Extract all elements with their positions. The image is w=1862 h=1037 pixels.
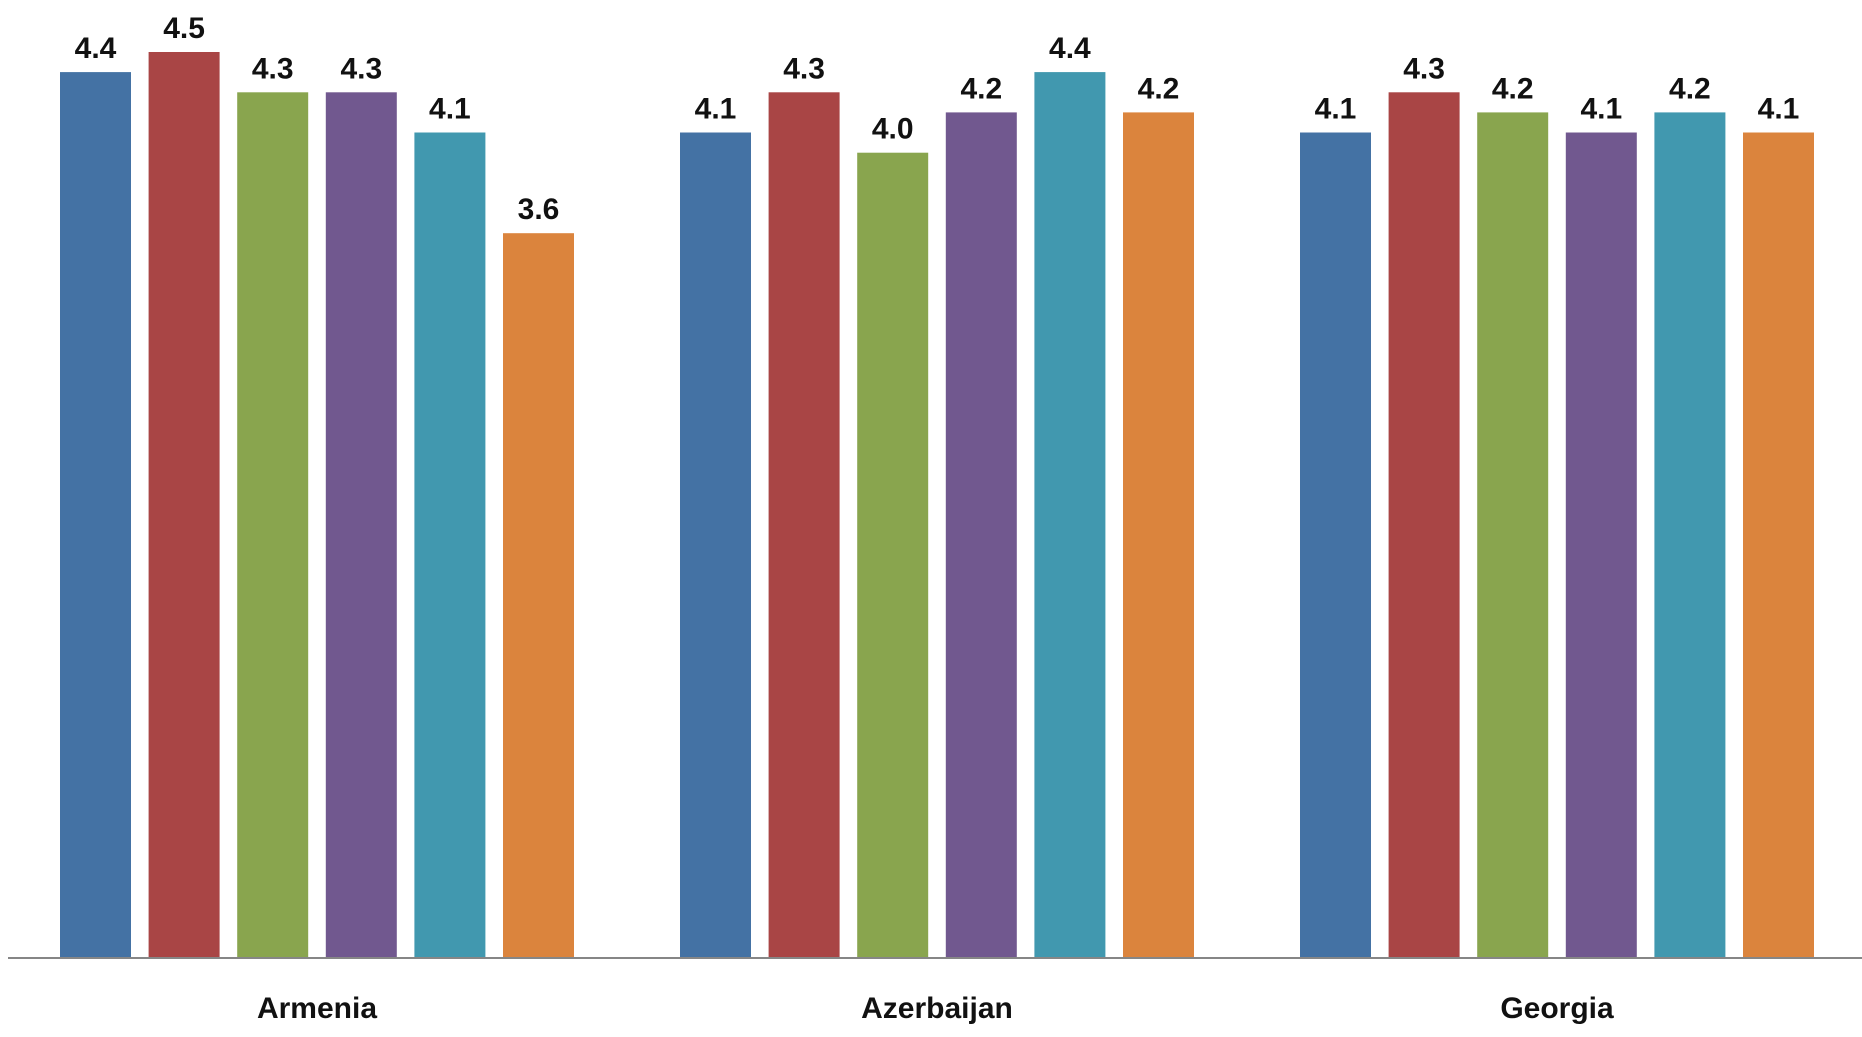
bar-georgia-1 — [1300, 132, 1371, 958]
bar-armenia-3 — [237, 92, 309, 959]
data-label-georgia-4: 4.1 — [1580, 93, 1622, 126]
data-label-azerbaijan-1: 4.1 — [695, 93, 737, 126]
bar-armenia-6 — [503, 233, 574, 958]
bar-azerbaijan-2 — [768, 92, 840, 959]
bar-azerbaijan-3 — [857, 152, 929, 958]
bar-azerbaijan-6 — [1123, 112, 1194, 958]
data-label-georgia-2: 4.3 — [1403, 52, 1445, 85]
bar-armenia-2 — [148, 52, 220, 958]
bar-armenia-4 — [325, 92, 397, 959]
bar-azerbaijan-5 — [1034, 72, 1106, 959]
data-label-azerbaijan-6: 4.2 — [1138, 72, 1180, 105]
category-labels-layer: Armenia Azerbaijan Georgia — [257, 992, 1614, 1025]
data-label-azerbaijan-2: 4.3 — [783, 52, 825, 85]
data-label-georgia-6: 4.1 — [1758, 93, 1800, 126]
data-label-armenia-6: 3.6 — [518, 193, 560, 226]
data-label-georgia-5: 4.2 — [1669, 72, 1711, 105]
data-label-armenia-3: 4.3 — [252, 52, 294, 85]
data-label-armenia-2: 4.5 — [163, 12, 205, 45]
data-labels-layer: 4.4 4.5 4.3 4.3 4.1 3.6 4.1 4.3 4.0 4.2 4.4 4.2 4.1 4… — [75, 12, 1800, 226]
data-label-azerbaijan-3: 4.0 — [872, 113, 914, 146]
category-label-georgia: Georgia — [1500, 992, 1614, 1025]
bar-armenia-1 — [60, 72, 131, 959]
bar-azerbaijan-1 — [680, 132, 751, 958]
category-label-armenia: Armenia — [257, 992, 377, 1025]
data-label-armenia-5: 4.1 — [429, 93, 471, 126]
bar-azerbaijan-4 — [945, 112, 1017, 958]
data-label-georgia-1: 4.1 — [1315, 93, 1357, 126]
bar-georgia-3 — [1477, 112, 1549, 958]
bars-layer — [60, 52, 1814, 959]
bar-georgia-2 — [1388, 92, 1460, 959]
data-label-armenia-4: 4.3 — [340, 52, 382, 85]
bar-georgia-6 — [1743, 132, 1814, 958]
data-label-armenia-1: 4.4 — [75, 32, 117, 65]
bar-georgia-4 — [1565, 132, 1637, 958]
data-label-azerbaijan-5: 4.4 — [1049, 32, 1091, 65]
category-label-azerbaijan: Azerbaijan — [861, 992, 1013, 1025]
data-label-azerbaijan-4: 4.2 — [960, 72, 1002, 105]
bar-armenia-5 — [414, 132, 486, 958]
bar-georgia-5 — [1654, 112, 1726, 958]
data-label-georgia-3: 4.2 — [1492, 72, 1534, 105]
